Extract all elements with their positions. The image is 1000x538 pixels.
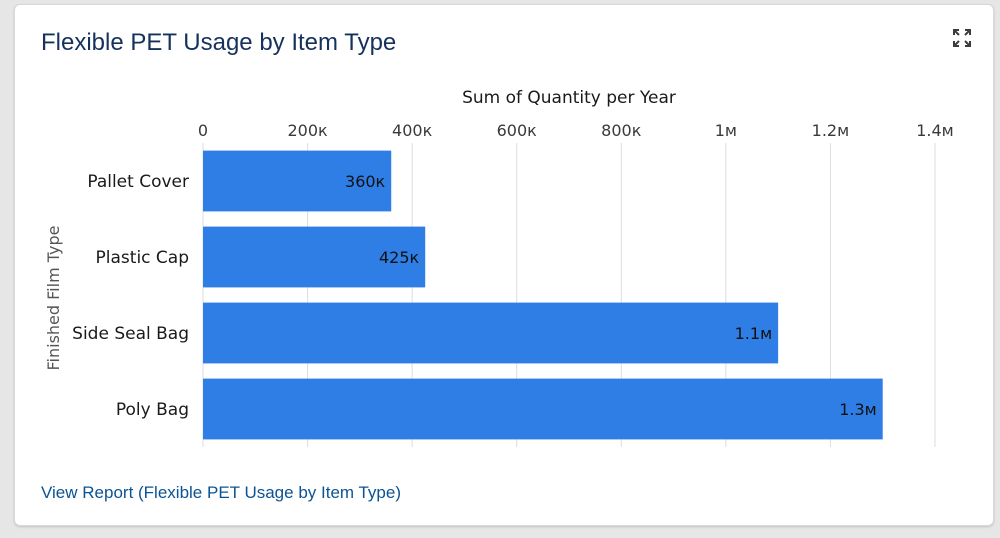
data-label: 1.1м [735,324,773,343]
bar-chart: 0 200к 400к 600к 800к 1м 1.2м 1.4м Pallet Cover 3… [44,88,954,447]
x-tick-label: 1м [715,121,737,140]
category-label: Side Seal Bag [72,324,189,344]
x-tick-label: 400к [392,121,433,140]
bar-side-seal-bag[interactable] [203,302,779,364]
expand-icon[interactable] [951,27,973,49]
data-label: 425к [379,248,420,267]
category-label: Pallet Cover [87,172,189,192]
bar-pallet-cover[interactable] [203,150,392,212]
category-label: Poly Bag [116,400,189,420]
data-label: 1.3м [839,400,877,419]
view-report-link[interactable]: View Report (Flexible PET Usage by Item … [41,483,401,502]
x-tick-label: 1.2м [812,121,850,140]
category-label: Plastic Cap [96,248,189,268]
y-axis-title: Finished Film Type [44,226,63,371]
x-axis-title: Sum of Quantity per Year [462,88,676,108]
bar-poly-bag[interactable] [203,378,883,440]
x-tick-label: 1.4м [916,121,954,140]
data-label: 360к [345,172,386,191]
x-tick-label: 800к [601,121,642,140]
x-tick-label: 600к [497,121,538,140]
x-tick-label: 0 [198,121,208,140]
card-title: Flexible PET Usage by Item Type [41,29,397,56]
dashboard-card: Flexible PET Usage by Item Type 0 200к 400… [14,4,994,526]
x-tick-label: 200к [287,121,328,140]
bar-plastic-cap[interactable] [203,226,426,288]
